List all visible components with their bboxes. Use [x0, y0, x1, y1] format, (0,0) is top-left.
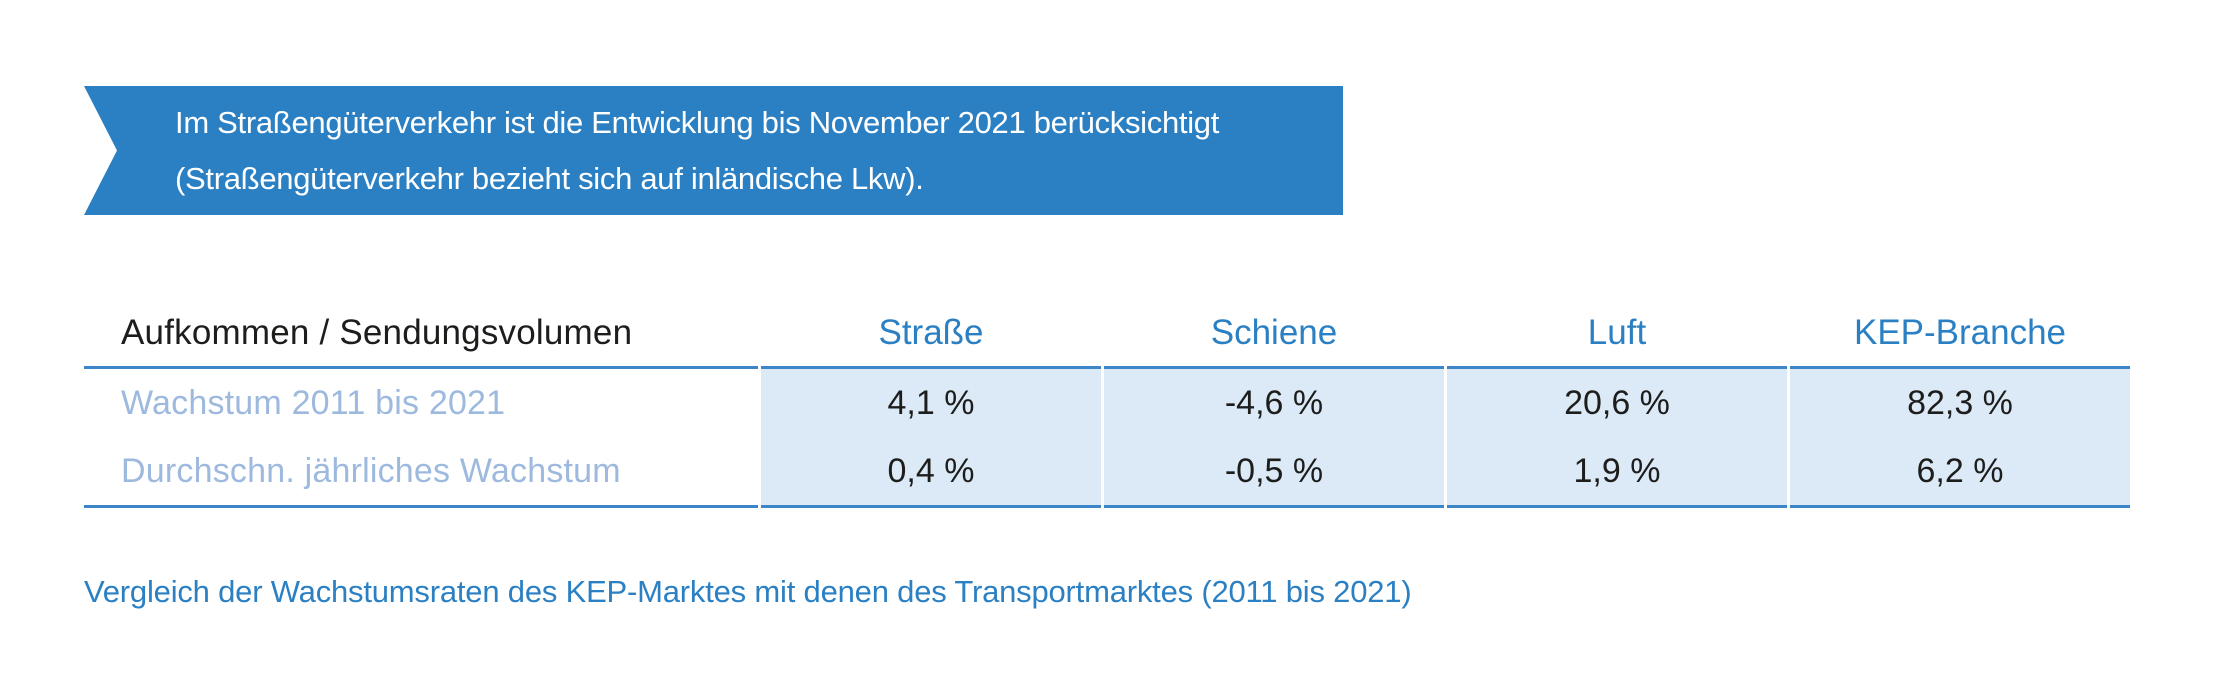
value-cell: 4,1 % [761, 369, 1101, 437]
row-label-durchschn-jaehrliches-wachstum: Durchschn. jährliches Wachstum [121, 451, 621, 490]
value-cell: 6,2 % [1790, 437, 2130, 505]
banner-line-2: (Straßengüterverkehr bezieht sich auf in… [175, 160, 924, 196]
row-label-wachstum-2011-2021: Wachstum 2011 bis 2021 [121, 383, 506, 422]
bottom-rule-segment [761, 505, 1101, 508]
growth-table: Aufkommen / Sendungsvolumen Straße Schie… [84, 299, 2130, 508]
banner-line-1: Im Straßengüterverkehr ist die Entwicklu… [175, 104, 1220, 140]
column-header-luft: Luft [1587, 313, 1647, 352]
column-header-strasse: Straße [878, 313, 984, 352]
value-cell: -4,6 % [1104, 369, 1444, 437]
value-cell: 1,9 % [1447, 437, 1787, 505]
info-banner: Im Straßengüterverkehr ist die Entwicklu… [84, 86, 1343, 215]
bottom-rule-segment [1447, 505, 1787, 508]
header-rule-segment [1447, 366, 1787, 369]
value-cell: -0,5 % [1104, 437, 1444, 505]
header-rule-segment [1790, 366, 2130, 369]
column-header-schiene: Schiene [1210, 313, 1338, 352]
header-rule-segment [84, 366, 758, 369]
header-rule-segment [761, 366, 1101, 369]
bottom-rule-segment [1104, 505, 1444, 508]
table-header-row-label: Aufkommen / Sendungsvolumen [121, 313, 633, 352]
value-cell: 20,6 % [1447, 369, 1787, 437]
value-cell: 82,3 % [1790, 369, 2130, 437]
bottom-rule-segment [84, 505, 758, 508]
value-cell: 0,4 % [761, 437, 1101, 505]
column-header-kep-branche: KEP-Branche [1853, 313, 2067, 352]
figure-caption: Vergleich der Wachstumsraten des KEP-Mar… [84, 574, 1412, 609]
header-rule-segment [1104, 366, 1444, 369]
bottom-rule-segment [1790, 505, 2130, 508]
